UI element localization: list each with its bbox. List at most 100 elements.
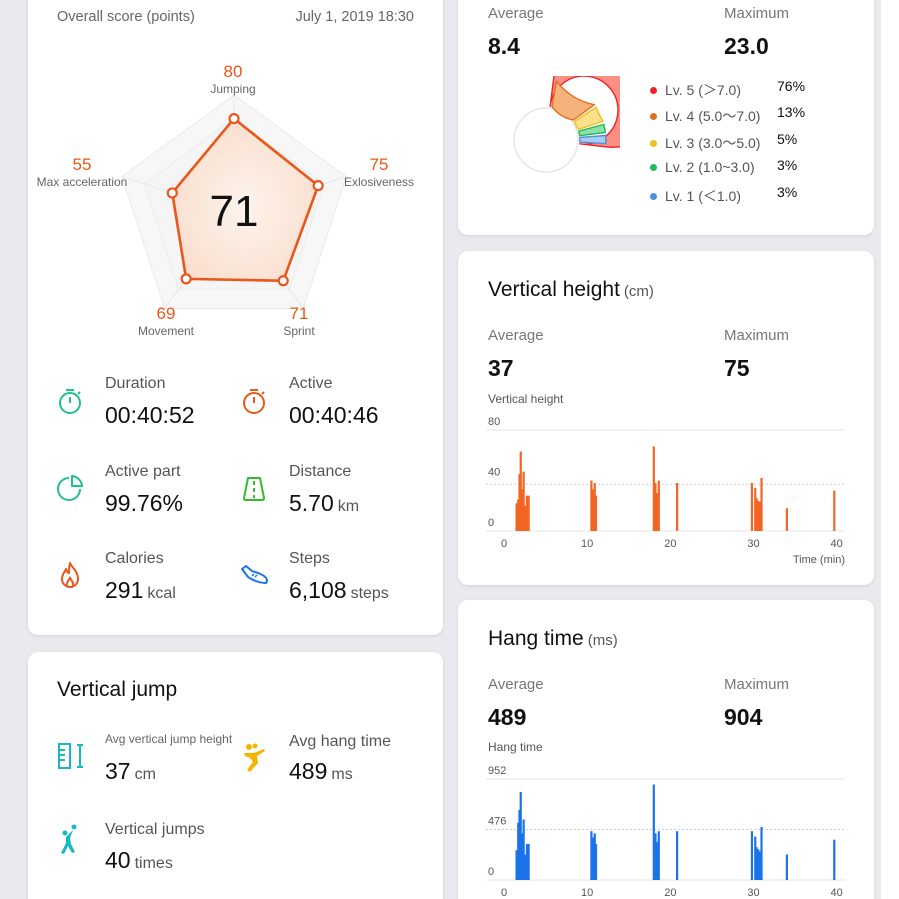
- flame-icon: [61, 562, 79, 588]
- stat-label: Vertical jumps: [105, 821, 205, 838]
- bar: [517, 822, 520, 880]
- stat-label: Avg vertical jump height: [105, 732, 233, 746]
- y-tick-label: 476: [488, 816, 506, 828]
- bar: [750, 831, 754, 880]
- x-axis-label: Time (min): [793, 554, 845, 566]
- bar: [590, 831, 593, 880]
- radar-point: [180, 273, 192, 285]
- stat-label: Distance: [289, 463, 352, 480]
- stat-avg-jump-height: 37 cm: [105, 758, 156, 785]
- bar: [657, 480, 660, 531]
- donut-slice: [578, 123, 607, 137]
- bar: [757, 849, 760, 880]
- x-tick-label: 20: [664, 538, 676, 550]
- bar: [594, 843, 598, 880]
- legend-label: Lv. 1 (＜1.0): [665, 188, 741, 204]
- legend-dot-icon: [650, 192, 657, 200]
- bar: [520, 833, 524, 880]
- average-value: 8.4: [488, 33, 520, 59]
- bar: [519, 791, 522, 880]
- radar-value: 69: [156, 304, 176, 323]
- road-icon: [243, 477, 265, 501]
- radar-label: Movement: [137, 324, 195, 338]
- stat-value-active-part: 99.76%: [105, 490, 184, 516]
- card-title: Vertical jump: [57, 678, 178, 701]
- bar: [525, 495, 529, 531]
- donut-slice: [551, 80, 596, 121]
- card-title-unit: (ms): [587, 632, 618, 649]
- donut-slice: [579, 134, 607, 145]
- chart-title: Hang time: [488, 740, 543, 754]
- maximum-label: Maximum: [724, 327, 790, 344]
- radar-value: 75: [369, 155, 389, 174]
- hang-time-bar-chart: 952 476 00 10 20 30 40: [486, 765, 845, 899]
- legend-label: Lv. 3 (3.0～5.0): [665, 135, 761, 151]
- donut-slice: [573, 106, 604, 131]
- y-tick-label: 40: [488, 467, 500, 479]
- bar: [656, 841, 659, 880]
- chart-title: Vertical height: [488, 392, 564, 406]
- stat-unit: cm: [134, 766, 156, 783]
- x-tick-label: 0: [501, 538, 507, 550]
- legend-percent: 3%: [777, 184, 798, 200]
- stopwatch-icon: [243, 389, 265, 414]
- radar-value: 71: [289, 304, 309, 323]
- average-label: Average: [488, 327, 544, 344]
- stat-value-calories: 291: [105, 577, 144, 603]
- radar-axis-sprint: 71 Sprint: [264, 304, 334, 338]
- bar: [518, 809, 521, 880]
- bar: [755, 498, 758, 531]
- bar: [675, 831, 679, 880]
- bar: [591, 489, 595, 531]
- x-tick-label: 20: [664, 887, 676, 899]
- overall-score-card: Overall score (points) July 1, 2019 18:3…: [28, 0, 443, 635]
- card-title: Hang time: [488, 627, 584, 650]
- ruler-icon: [58, 743, 83, 769]
- stat-unit: km: [337, 498, 360, 515]
- y-tick-label: 0: [488, 866, 494, 878]
- bar: [760, 826, 763, 880]
- stat-label: Active: [289, 375, 333, 392]
- legend-label: Lv. 2 (1.0~3.0): [665, 159, 755, 175]
- radar-label: Max acceleration: [36, 175, 128, 189]
- stat-value-distance: 5.70: [289, 490, 334, 516]
- average-label: Average: [488, 676, 544, 693]
- bar: [833, 839, 836, 880]
- stopwatch-icon: [59, 389, 81, 414]
- bar: [833, 490, 836, 531]
- bar: [785, 508, 788, 531]
- bar: [517, 499, 520, 531]
- card-title-unit: (cm): [623, 283, 654, 300]
- vertical-height-bar-chart: 80 40 00 10 20 30 40 Time (min): [486, 416, 845, 566]
- bar: [522, 819, 525, 880]
- stat-calories: 291 kcal: [105, 577, 176, 604]
- legend-dot-icon: [650, 163, 657, 171]
- stat-label: Avg hang time: [289, 733, 391, 750]
- average-value: 489: [488, 704, 527, 730]
- bar: [654, 833, 657, 880]
- bar: [524, 854, 527, 880]
- vertical-height-card: Vertical height (cm) Average 37 Maximum 7…: [458, 251, 874, 585]
- pie-chart-icon: [57, 475, 83, 501]
- hang-time-card: Hang time (ms) Average 489 Maximum 904 Ha…: [458, 600, 874, 899]
- bar: [760, 477, 763, 531]
- legend-dot-icon: [650, 139, 657, 147]
- acceleration-donut-chart: [513, 76, 620, 173]
- bar: [590, 480, 593, 531]
- stat-unit: steps: [350, 585, 389, 602]
- radar-point: [277, 275, 289, 287]
- stat-unit: ms: [331, 766, 353, 783]
- y-tick-label: 952: [488, 765, 506, 777]
- card-title: Vertical height: [488, 278, 620, 301]
- legend-dot-icon: [650, 112, 657, 120]
- radar-score-polygon: [170, 117, 320, 283]
- bar: [522, 471, 525, 531]
- radar-axis-max-acceleration: 55 Max acceleration: [30, 155, 134, 189]
- score-datetime: July 1, 2019 18:30: [295, 9, 414, 25]
- average-value: 37: [488, 355, 514, 381]
- overall-total-score: 71: [210, 187, 259, 236]
- basketball-player-icon: [61, 824, 77, 854]
- legend-label: Lv. 4 (5.0～7.0): [665, 108, 761, 124]
- bar: [515, 503, 518, 531]
- bar: [591, 837, 595, 880]
